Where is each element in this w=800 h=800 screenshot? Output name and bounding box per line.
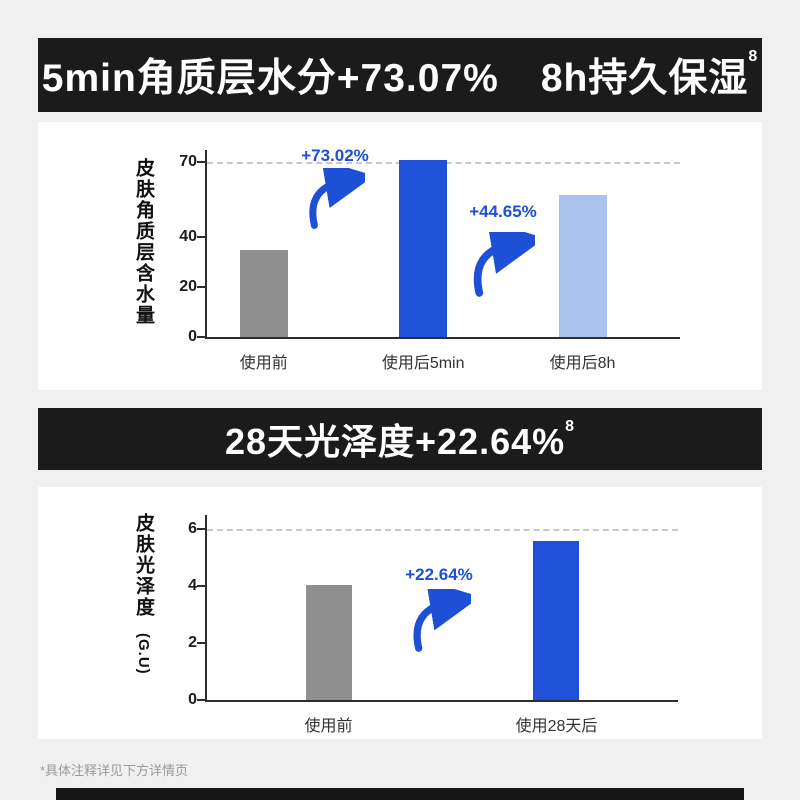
bar (533, 540, 580, 700)
plot-area-gloss: 0 2 4 6 使用前 使用28天后 +22.64% (188, 515, 678, 735)
y-tick-label: 0 (188, 328, 197, 345)
plot-area-moisture: 0 20 40 70 使用前 使用后5min 使用后8h +73.02% +44.65% (179, 146, 680, 372)
y-tick-label: 4 (188, 577, 197, 595)
category-label: 使用前 (239, 355, 288, 372)
banner-gloss-superscript: 8 (565, 418, 576, 435)
footnote: *具体注释详见下方详情页 (40, 763, 189, 778)
y-axis-title-moisture: 皮肤角质层含水量 (130, 158, 157, 326)
y-tick-label: 6 (188, 520, 197, 538)
chart-card-gloss: 皮肤光泽度 (G.U) 0 2 4 6 使用前 使用28天后 +22.64% (38, 487, 762, 739)
banner-moisture-superscript: 8 (748, 48, 759, 65)
category-label: 使用前 (304, 718, 353, 735)
gridline-dashed (207, 529, 678, 532)
y-tick-label: 20 (179, 278, 197, 296)
banner-moisture-claim: 5min角质层水分+73.07% 8h持久保湿 8 (38, 38, 762, 112)
annotation-label: +22.64% (405, 565, 473, 584)
y-tick-label: 0 (188, 691, 197, 708)
banner-gloss-claim: 28天光泽度+22.64% 8 (38, 408, 762, 470)
y-tick-mark (197, 161, 206, 164)
bar (558, 194, 607, 337)
y-tick-mark (197, 642, 206, 645)
y-tick-mark (197, 585, 206, 588)
annotation-label: +73.02% (301, 146, 369, 165)
y-axis-unit: (G.U) (135, 633, 152, 675)
y-axis-title-text: 皮肤光泽度 (133, 513, 154, 618)
y-tick-mark (197, 528, 206, 531)
y-tick-label: 2 (188, 634, 197, 652)
bar (399, 159, 448, 337)
banner-gloss-text: 28天光泽度+22.64% (224, 421, 566, 462)
y-axis-title-text: 皮肤角质层含水量 (133, 158, 154, 326)
annotation-label: +44.65% (469, 202, 537, 221)
y-tick-label: 70 (179, 153, 197, 171)
growth-arrow-icon (473, 232, 535, 297)
y-tick-mark (197, 236, 206, 239)
banner-moisture-part1: 5min角质层水分+73.07% (41, 57, 499, 100)
category-label: 使用28天后 (515, 718, 598, 735)
bar (239, 249, 288, 337)
category-label: 使用后5min (381, 355, 465, 372)
y-tick-mark (197, 699, 206, 701)
banner-moisture-part2: 8h持久保湿 (540, 57, 749, 100)
y-axis-title-gloss: 皮肤光泽度 (G.U) (130, 513, 157, 675)
y-tick-label: 40 (179, 228, 197, 246)
y-tick-mark (197, 286, 206, 289)
y-tick-mark (197, 336, 206, 338)
category-label: 使用后8h (549, 355, 616, 372)
bar (305, 584, 352, 700)
next-section-edge (56, 788, 744, 800)
chart-card-moisture: 皮肤角质层含水量 0 20 40 70 使用前 使用后5min 使用后8h +73.02% +4… (38, 122, 762, 390)
growth-arrow-icon (309, 168, 365, 229)
growth-arrow-icon (413, 589, 471, 652)
